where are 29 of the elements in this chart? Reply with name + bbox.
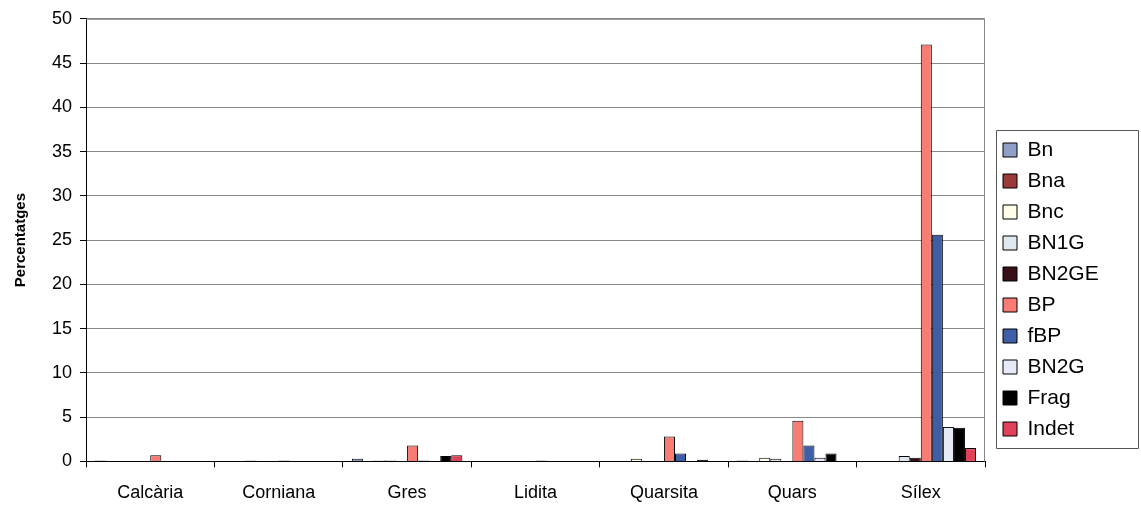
y-tick-label: 20 — [51, 273, 73, 294]
x-tick-label: Corniana — [242, 482, 317, 503]
y-tick-label: 40 — [51, 96, 73, 117]
legend-label: Bna — [1027, 167, 1066, 191]
x-tick-label: Sílex — [900, 482, 941, 503]
x-tick-label: Lidita — [514, 482, 559, 503]
x-tick-label: Gres — [387, 482, 427, 503]
legend-label: BN2G — [1027, 353, 1085, 377]
legend-label: Indet — [1027, 415, 1075, 439]
legend-label: Frag — [1027, 384, 1071, 408]
y-tick-label: 5 — [62, 406, 73, 427]
y-tick-label: 35 — [51, 140, 73, 161]
x-tick-label: Quarsita — [629, 482, 699, 503]
legend-label: BP — [1027, 291, 1056, 315]
legend-label: fBP — [1027, 322, 1062, 346]
y-tick-label: 15 — [51, 317, 73, 338]
legend-label: Bnc — [1027, 198, 1064, 222]
y-axis-title: Percentatges — [11, 192, 29, 288]
x-tick-label: Quars — [767, 482, 817, 503]
legend-label: BN2GE — [1027, 260, 1099, 284]
legend-label: BN1G — [1027, 229, 1085, 253]
legend-label: Bn — [1027, 136, 1054, 160]
y-tick-label: 30 — [51, 184, 73, 205]
y-tick-label: 25 — [51, 229, 73, 250]
y-tick-label: 45 — [51, 52, 73, 73]
x-tick-label: Calcària — [117, 482, 185, 503]
y-tick-label: 50 — [51, 7, 73, 28]
y-tick-label: 0 — [62, 450, 73, 471]
y-tick-label: 10 — [51, 361, 73, 382]
